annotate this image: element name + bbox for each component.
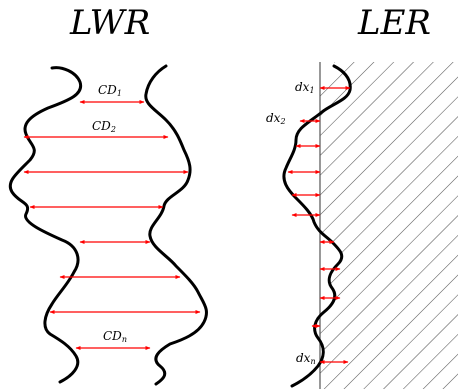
lwr-left-edge <box>8 66 83 384</box>
ler-mask <box>283 60 342 389</box>
dx-label-n: dxn <box>296 351 316 366</box>
lwr-right-edge <box>144 64 208 386</box>
lwr-cd-arrows <box>23 100 201 350</box>
ler-title: LER <box>357 3 431 43</box>
cd-label-n: CDn <box>103 329 127 344</box>
lwr-panel: LWR CD1 CD2 CDn <box>8 3 208 386</box>
dx-label-1: dx1 <box>295 80 315 95</box>
cd-label-2: CD2 <box>92 119 116 134</box>
dx-label-2: dx2 <box>266 111 286 126</box>
cd-label-1: CD1 <box>98 83 122 98</box>
lwr-title: LWR <box>69 3 150 43</box>
ler-rough-edge <box>282 64 352 388</box>
ler-panel: LER dx1 dx2 dxn <box>266 3 458 389</box>
ler-dx-arrows <box>287 86 351 364</box>
ler-hatched-region <box>320 62 458 389</box>
